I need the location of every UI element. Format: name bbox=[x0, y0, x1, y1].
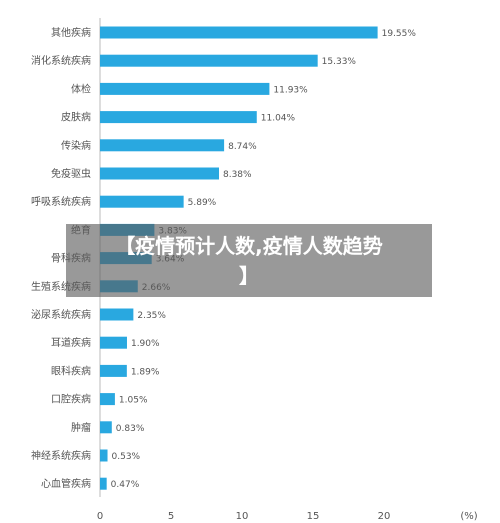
bar-16 bbox=[100, 449, 108, 462]
category-label: 消化系统疾病 bbox=[31, 54, 91, 67]
x-tick-label: 15 bbox=[307, 511, 320, 522]
value-label: 11.04% bbox=[261, 114, 296, 124]
category-label: 口腔疾病 bbox=[51, 393, 91, 406]
category-label: 心血管疾病 bbox=[41, 477, 91, 490]
bar-4 bbox=[100, 111, 257, 124]
bar-11 bbox=[100, 308, 134, 321]
value-label: 1.05% bbox=[119, 396, 148, 406]
category-label: 肿瘤 bbox=[71, 421, 91, 434]
value-label: 8.38% bbox=[223, 170, 252, 180]
x-axis-unit: (%) bbox=[460, 511, 477, 522]
category-label: 皮肤病 bbox=[61, 111, 91, 124]
value-label: 19.55% bbox=[382, 29, 417, 39]
category-label: 其他疾病 bbox=[51, 26, 91, 39]
value-label: 2.35% bbox=[137, 311, 166, 321]
bar-14 bbox=[100, 393, 115, 406]
x-tick-label: 20 bbox=[378, 511, 391, 522]
x-tick-label: 10 bbox=[236, 511, 249, 522]
value-label: 8.74% bbox=[228, 142, 257, 152]
category-label: 呼吸系统疾病 bbox=[31, 195, 91, 208]
category-label: 体检 bbox=[71, 82, 91, 95]
category-label: 传染病 bbox=[61, 139, 91, 152]
value-label: 0.83% bbox=[116, 424, 145, 434]
value-label: 0.47% bbox=[111, 480, 140, 490]
x-tick-labels: 0 5 10 15 20 bbox=[97, 511, 391, 522]
value-label: 11.93% bbox=[273, 85, 308, 95]
x-tick-label: 5 bbox=[168, 511, 174, 522]
value-label: 15.33% bbox=[322, 57, 357, 67]
bar-13 bbox=[100, 364, 127, 377]
value-label: 0.53% bbox=[112, 452, 141, 462]
category-label: 耳道疾病 bbox=[51, 336, 91, 349]
overlay-line-2: 】 bbox=[239, 264, 259, 288]
bar-15 bbox=[100, 421, 112, 434]
x-tick-label: 0 bbox=[97, 511, 103, 522]
bar-7 bbox=[100, 195, 184, 208]
bar-1 bbox=[100, 26, 378, 39]
bar-6 bbox=[100, 167, 219, 180]
value-label: 1.90% bbox=[131, 339, 160, 349]
bar-3 bbox=[100, 82, 270, 95]
category-label: 神经系统疾病 bbox=[31, 449, 91, 462]
watermark-overlay: 【疫情预计人数,疫情人数趋势 】 bbox=[66, 224, 432, 297]
category-label: 眼科疾病 bbox=[51, 364, 91, 377]
category-label: 免疫驱虫 bbox=[51, 167, 91, 180]
bar-2 bbox=[100, 54, 318, 67]
bar-17 bbox=[100, 477, 107, 490]
bar-5 bbox=[100, 139, 225, 152]
overlay-line-1: 【疫情预计人数,疫情人数趋势 bbox=[115, 234, 383, 258]
value-label: 1.89% bbox=[131, 367, 160, 377]
bar-12 bbox=[100, 336, 127, 349]
category-label: 泌尿系统疾病 bbox=[31, 308, 91, 321]
value-label: 5.89% bbox=[188, 198, 217, 208]
